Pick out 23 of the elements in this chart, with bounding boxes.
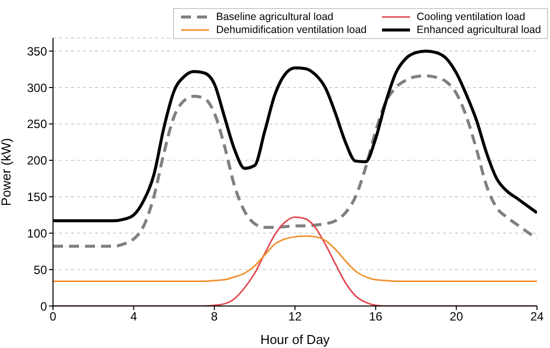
x-tick-label: 16 xyxy=(368,310,383,324)
y-tick-label: 0 xyxy=(40,299,48,314)
y-tick-label: 50 xyxy=(34,262,48,277)
x-tick-label: 0 xyxy=(50,310,57,324)
x-tick-label: 4 xyxy=(130,310,138,324)
x-tick-label: 24 xyxy=(530,310,544,324)
y-tick-label: 100 xyxy=(26,226,48,240)
x-axis-title: Hour of Day xyxy=(260,332,330,347)
y-tick-label: 350 xyxy=(26,44,48,58)
x-tick-label: 12 xyxy=(288,310,302,324)
x-tick-label: 20 xyxy=(450,310,464,324)
y-tick-label: 200 xyxy=(26,154,48,168)
legend-label: Dehumidification ventilation load xyxy=(216,24,367,36)
y-tick-label: 300 xyxy=(26,80,48,95)
legend-label: Baseline agricultural load xyxy=(216,11,334,23)
x-tick-label: 8 xyxy=(210,310,218,324)
y-tick-label: 250 xyxy=(26,117,48,132)
line-series xyxy=(53,235,537,282)
line-series xyxy=(53,74,537,248)
y-tick-label: 150 xyxy=(26,190,48,204)
legend-label: Enhanced agricultural load xyxy=(416,24,541,36)
y-axis-title: Power (kW) xyxy=(0,138,14,206)
legend-label: Cooling ventilation load xyxy=(416,11,526,23)
